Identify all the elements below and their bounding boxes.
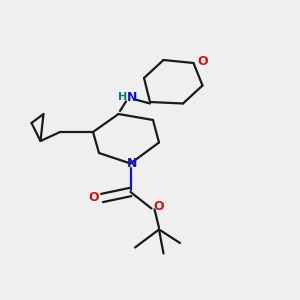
Text: N: N (127, 91, 137, 104)
Text: H: H (118, 92, 127, 102)
Text: O: O (88, 190, 99, 204)
Text: O: O (197, 55, 208, 68)
Text: O: O (154, 200, 164, 213)
Text: N: N (127, 157, 137, 170)
